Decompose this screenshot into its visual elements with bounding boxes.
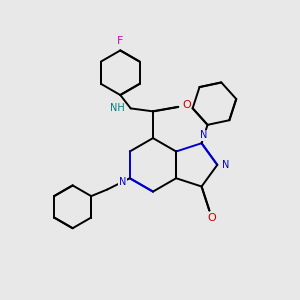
Text: O: O: [182, 100, 191, 110]
Text: N: N: [200, 130, 208, 140]
Text: F: F: [117, 36, 124, 46]
Text: N: N: [222, 160, 229, 170]
Text: NH: NH: [110, 103, 125, 113]
Text: O: O: [207, 213, 216, 223]
Text: N: N: [119, 177, 126, 188]
